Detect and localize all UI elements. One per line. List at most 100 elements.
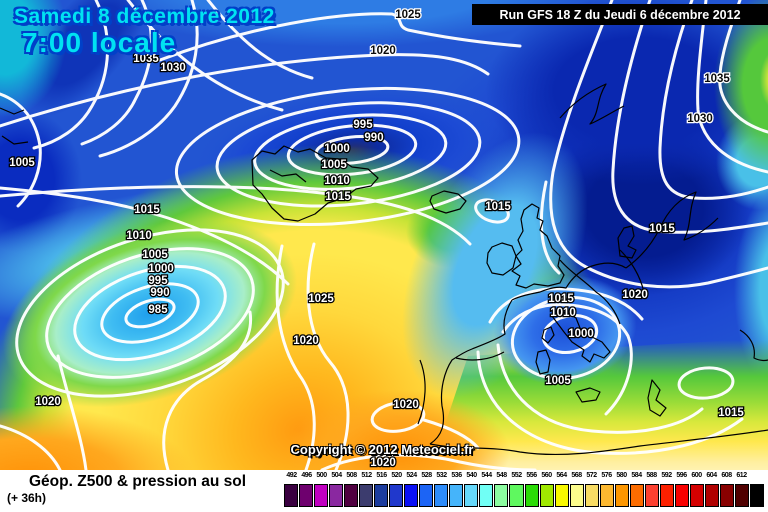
colorbar-tick-label: 608 <box>721 472 732 479</box>
colorbar-tick-label: 604 <box>706 472 717 479</box>
colorbar-cell <box>659 484 674 507</box>
colorbar-tick-label: 560 <box>541 472 552 479</box>
pressure-label: 1005 <box>321 159 347 171</box>
pressure-label: 1010 <box>550 307 576 319</box>
valid-time-text: 7:00 locale <box>22 27 177 59</box>
colorbar-cell <box>689 484 704 507</box>
colorbar-cell <box>374 484 389 507</box>
pressure-label: 1000 <box>148 263 174 275</box>
colorbar-cell <box>404 484 419 507</box>
colorbar-tick-label: 576 <box>601 472 612 479</box>
colorbar-tick-label: 504 <box>331 472 342 479</box>
colorbar-tick-label: 492 <box>286 472 297 479</box>
pressure-label: 1015 <box>134 204 160 216</box>
colorbar-tick-label: 588 <box>646 472 657 479</box>
pressure-label: 1015 <box>485 201 511 213</box>
colorbar-cell <box>479 484 494 507</box>
pressure-label: 1015 <box>649 223 675 235</box>
colorbar-tick-label: 552 <box>511 472 522 479</box>
colorbar-cell <box>494 484 509 507</box>
colorbar-tick-label: 568 <box>571 472 582 479</box>
copyright-text: Copyright © 2012 Meteociel.fr <box>290 442 474 457</box>
colorbar-cell <box>299 484 314 507</box>
colorbar-cell <box>644 484 659 507</box>
colorbar-tick-label: 528 <box>421 472 432 479</box>
pressure-label: 1030 <box>160 62 186 74</box>
pressure-label: 995 <box>353 119 373 131</box>
pressure-label: 1005 <box>545 375 571 387</box>
colorbar-cell <box>449 484 464 507</box>
pressure-label: 1015 <box>548 293 574 305</box>
colorbar-tick-label: 556 <box>526 472 537 479</box>
colorbar-tick-label: 520 <box>391 472 402 479</box>
colorbar-tick-label: 516 <box>376 472 387 479</box>
colorbar-cell <box>614 484 629 507</box>
colorbar-labels: 492 496 500 504 508 512 516 520 524 528 532 536 540 5… <box>284 472 764 483</box>
colorbar-cell <box>434 484 449 507</box>
colorbar-cell <box>674 484 689 507</box>
colorbar-tick-label: 592 <box>661 472 672 479</box>
pressure-label: 990 <box>150 287 169 299</box>
map-title: Géop. Z500 & pression au sol <box>29 473 247 490</box>
pressure-label: 1035 <box>704 73 730 85</box>
colorbar-tick-label: 496 <box>301 472 312 479</box>
colorbar-tick-label: 532 <box>436 472 447 479</box>
pressure-label: 1020 <box>370 45 396 57</box>
colorbar-tick-label: 512 <box>361 472 372 479</box>
valid-date-overlay: Samedi 8 décembre 2012 7:00 locale <box>14 5 275 59</box>
pressure-label: 1000 <box>568 328 594 340</box>
map-area: 1035 1030 1025 1020 1035 1030 995 990 1000 1005 10… <box>0 0 768 470</box>
colorbar: 492 496 500 504 508 512 516 520 524 528 532 536 540 5… <box>284 472 764 510</box>
pressure-label: 1025 <box>308 293 334 305</box>
pressure-label: 1020 <box>393 399 419 411</box>
colorbar-tick-label: 540 <box>466 472 477 479</box>
colorbar-tick-label: 596 <box>676 472 687 479</box>
colorbar-cell <box>389 484 404 507</box>
colorbar-cell <box>524 484 539 507</box>
colorbar-cell <box>629 484 644 507</box>
pressure-label: 1005 <box>142 249 168 261</box>
pressure-label: 1010 <box>324 175 350 187</box>
isobar-contours <box>0 0 768 470</box>
colorbar-tick-label: 612 <box>736 472 747 479</box>
pressure-label: 990 <box>364 132 383 144</box>
pressure-label: 1015 <box>718 407 744 419</box>
colorbar-cell <box>314 484 329 507</box>
colorbar-cell <box>704 484 719 507</box>
model-run-info-box: Run GFS 18 Z du Jeudi 6 décembre 2012 <box>472 4 768 25</box>
colorbar-cell <box>509 484 524 507</box>
colorbar-tick-label: 564 <box>556 472 567 479</box>
colorbar-cell <box>584 484 599 507</box>
forecast-offset: (+ 36h) <box>7 491 47 505</box>
pressure-label: 1025 <box>395 9 421 21</box>
colorbar-tick-label: 580 <box>616 472 627 479</box>
pressure-label: 1015 <box>325 191 351 203</box>
colorbar-cell <box>749 484 764 507</box>
colorbar-cell <box>419 484 434 507</box>
colorbar-tick-label: 500 <box>316 472 327 479</box>
colorbar-cell <box>599 484 614 507</box>
colorbar-tick-label: 536 <box>451 472 462 479</box>
colorbar-cell <box>344 484 359 507</box>
colorbar-tick-label: 544 <box>481 472 492 479</box>
colorbar-cell <box>329 484 344 507</box>
colorbar-tick-label: 508 <box>346 472 357 479</box>
pressure-label: 1005 <box>9 157 35 169</box>
colorbar-tick-label: 524 <box>406 472 417 479</box>
model-run-info-text: Run GFS 18 Z du Jeudi 6 décembre 2012 <box>499 7 741 22</box>
colorbar-cell <box>284 484 299 507</box>
footer-bar: Géop. Z500 & pression au sol (+ 36h) 492… <box>0 470 768 512</box>
pressure-label: 1010 <box>126 230 152 242</box>
colorbar-tick-label: 600 <box>691 472 702 479</box>
pressure-label: 1020 <box>622 289 648 301</box>
colorbar-cell <box>464 484 479 507</box>
colorbar-cell <box>569 484 584 507</box>
coastlines <box>0 83 768 456</box>
pressure-label: 985 <box>148 304 168 316</box>
pressure-label: 1035 <box>133 53 159 65</box>
pressure-label: 1020 <box>293 335 319 347</box>
pressure-label: 1030 <box>687 113 713 125</box>
pressure-label: 1020 <box>35 396 61 408</box>
colorbar-tick-label: 548 <box>496 472 507 479</box>
colorbar-cell <box>719 484 734 507</box>
